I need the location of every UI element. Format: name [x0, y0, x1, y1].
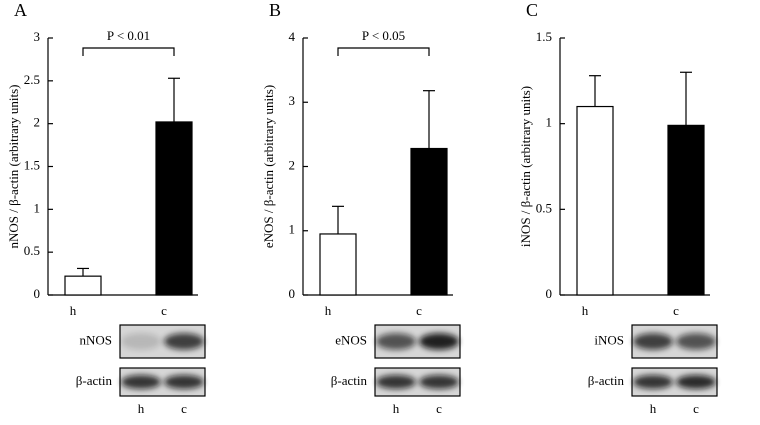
y-tick-label: 1.5: [536, 29, 552, 44]
blot-lane-label: h: [138, 401, 145, 416]
significance-label: P < 0.01: [107, 28, 150, 43]
blot-band: [419, 333, 459, 350]
y-tick-label: 0.5: [536, 200, 552, 215]
x-tick-label: h: [325, 303, 332, 318]
blot-lane-label: c: [181, 401, 187, 416]
bar: [319, 233, 357, 296]
blot-label: nNOS: [79, 332, 112, 347]
blot-band: [676, 375, 716, 389]
blot-lane-label: c: [436, 401, 442, 416]
bar: [155, 121, 193, 296]
y-tick-label: 0.5: [24, 243, 40, 258]
panel-label: A: [14, 0, 27, 20]
x-tick-label: c: [416, 303, 422, 318]
x-tick-label: h: [70, 303, 77, 318]
x-tick-label: c: [673, 303, 679, 318]
significance-bracket: [337, 47, 430, 56]
x-tick-label: h: [582, 303, 589, 318]
blot-band: [376, 333, 416, 350]
y-tick-label: 1: [34, 200, 41, 215]
panel-label: C: [526, 0, 538, 20]
blot-band: [633, 375, 673, 389]
significance-label: P < 0.05: [362, 28, 405, 43]
blot-label: β-actin: [76, 373, 113, 388]
y-tick-label: 0: [34, 286, 41, 301]
y-tick-label: 0: [289, 286, 296, 301]
blot-band: [164, 333, 204, 350]
blot-band: [164, 375, 204, 389]
y-tick-label: 1: [546, 115, 553, 130]
blot-label: β-actin: [588, 373, 625, 388]
blot-band: [121, 375, 161, 389]
bar: [576, 105, 614, 296]
blot-label: β-actin: [331, 373, 368, 388]
blot-band: [419, 375, 459, 389]
y-axis-label: eNOS / β-actin (arbitrary units): [261, 85, 276, 248]
blot-label: iNOS: [594, 332, 624, 347]
y-tick-label: 3: [34, 29, 41, 44]
x-tick-label: c: [161, 303, 167, 318]
y-axis-label: iNOS / β-actin (arbitrary units): [518, 86, 533, 247]
bar: [667, 124, 705, 296]
y-tick-label: 2: [34, 115, 41, 130]
blot-lane-label: h: [650, 401, 657, 416]
y-tick-label: 1: [289, 222, 296, 237]
blot-band: [121, 333, 161, 350]
y-tick-label: 1.5: [24, 157, 40, 172]
blot-band: [633, 333, 673, 350]
y-tick-label: 3: [289, 93, 296, 108]
blot-label: eNOS: [335, 332, 367, 347]
y-tick-label: 2.5: [24, 72, 40, 87]
bar: [410, 147, 448, 296]
blot-lane-label: c: [693, 401, 699, 416]
y-tick-label: 4: [289, 29, 296, 44]
y-axis-label: nNOS / β-actin (arbitrary units): [6, 84, 21, 248]
blot-lane-label: h: [393, 401, 400, 416]
significance-bracket: [82, 47, 175, 56]
y-tick-label: 2: [289, 157, 296, 172]
blot-band: [376, 375, 416, 389]
y-tick-label: 0: [546, 286, 553, 301]
blot-band: [676, 333, 716, 350]
bar: [64, 275, 102, 296]
panel-label: B: [269, 0, 281, 20]
